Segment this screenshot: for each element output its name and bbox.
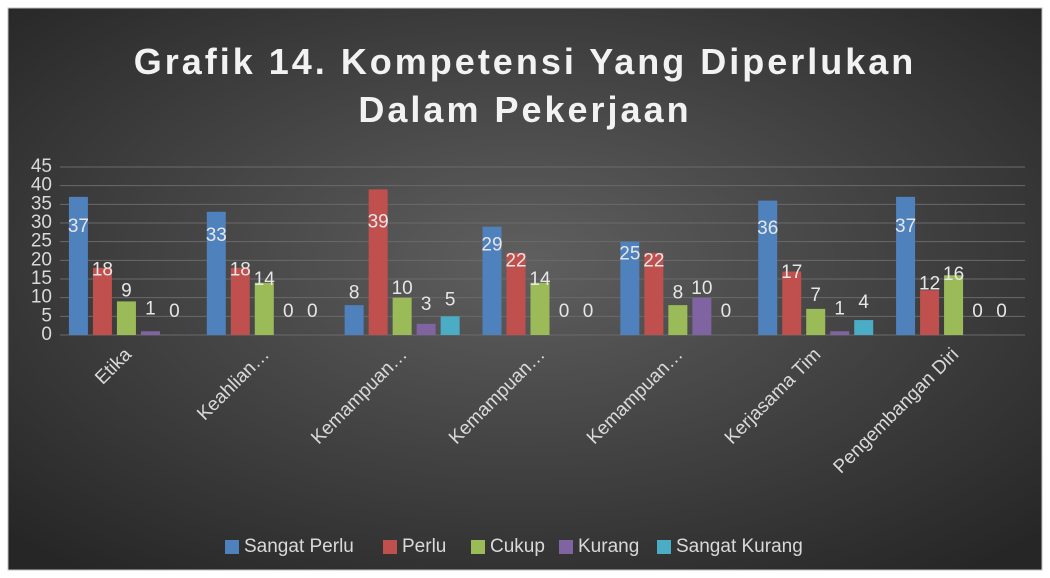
y-tick-label: 5 (41, 305, 52, 326)
bar (482, 226, 502, 335)
bar (530, 282, 550, 335)
data-label: 22 (505, 250, 526, 271)
bar (206, 211, 226, 335)
bar (254, 282, 274, 335)
bar (782, 271, 802, 335)
data-label: 39 (368, 211, 389, 232)
legend-swatch (225, 540, 239, 554)
y-tick-label: 10 (31, 287, 52, 308)
data-label: 12 (919, 273, 940, 294)
bar (644, 252, 664, 335)
bar (116, 301, 136, 335)
bar (440, 316, 460, 335)
data-label: 5 (445, 290, 456, 311)
data-label: 18 (92, 260, 113, 281)
data-label: 0 (169, 301, 180, 322)
legend-label: Cukup (490, 536, 545, 557)
data-label: 0 (583, 301, 594, 322)
data-label: 1 (145, 299, 156, 320)
bar (692, 297, 712, 335)
data-label: 0 (996, 301, 1007, 322)
data-label: 37 (895, 216, 916, 237)
legend-label: Perlu (402, 536, 446, 557)
data-label: 8 (349, 283, 360, 304)
data-label: 0 (559, 301, 570, 322)
data-label: 16 (943, 264, 964, 285)
bar (806, 308, 826, 335)
data-label: 25 (619, 244, 640, 265)
y-tick-label: 15 (31, 268, 52, 289)
data-label: 17 (781, 262, 802, 283)
bar (620, 241, 640, 335)
data-label: 9 (121, 280, 132, 301)
data-label: 0 (721, 301, 732, 322)
bar (92, 267, 112, 335)
bar (230, 267, 250, 335)
data-label: 8 (673, 283, 684, 304)
data-label: 29 (481, 234, 502, 255)
legend-label: Kurang (578, 536, 639, 557)
y-tick-label: 40 (31, 175, 52, 196)
data-label: 0 (307, 301, 318, 322)
bar (896, 196, 916, 335)
bar (758, 200, 778, 335)
data-label: 10 (691, 278, 712, 299)
legend-swatch (559, 540, 573, 554)
y-tick-label: 30 (31, 212, 52, 233)
bar (68, 196, 88, 335)
data-label: 37 (68, 216, 89, 237)
y-tick-label: 35 (31, 193, 52, 214)
data-label: 0 (972, 301, 983, 322)
bar (392, 297, 412, 335)
legend-label: Sangat Kurang (676, 536, 803, 557)
chart-title: Grafik 14. Kompetensi Yang Diperlukan Da… (133, 41, 917, 130)
bar (344, 305, 364, 335)
y-tick-label: 20 (31, 249, 52, 270)
y-tick-label: 0 (41, 324, 52, 345)
bar (668, 305, 688, 335)
legend-swatch (471, 540, 485, 554)
bar (368, 189, 388, 335)
bar (854, 320, 874, 335)
bar (920, 290, 940, 335)
data-label: 36 (757, 218, 778, 239)
data-label: 1 (834, 299, 845, 320)
data-label: 22 (643, 250, 664, 271)
bar (416, 323, 436, 335)
data-label: 14 (529, 269, 551, 290)
bar (506, 252, 526, 335)
legend-label: Sangat Perlu (244, 536, 354, 557)
bar (140, 331, 160, 335)
data-label: 18 (230, 260, 251, 281)
data-label: 0 (283, 301, 294, 322)
data-label: 33 (206, 225, 227, 246)
legend-swatch (657, 540, 671, 554)
data-label: 3 (421, 294, 432, 315)
legend-swatch (383, 540, 397, 554)
data-label: 10 (392, 278, 413, 299)
y-tick-label: 25 (31, 231, 52, 252)
data-label: 7 (810, 285, 821, 306)
data-label: 14 (254, 269, 276, 290)
bar (830, 331, 850, 335)
data-label: 4 (858, 292, 869, 313)
y-tick-label: 45 (31, 156, 52, 177)
bar (944, 275, 964, 335)
